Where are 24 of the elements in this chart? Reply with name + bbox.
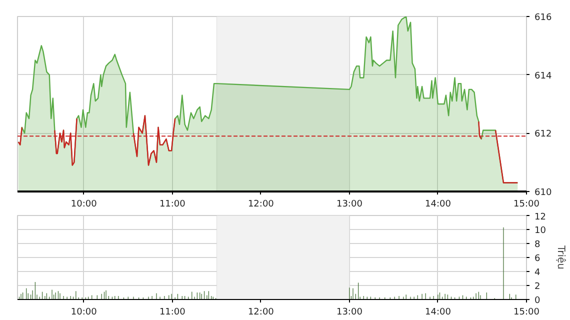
x-tick-label: 12:00: [248, 308, 274, 318]
y-tick-label: 612: [534, 130, 552, 140]
x-tick-label: 13:00: [336, 200, 363, 210]
x-tick-label: 13:00: [336, 308, 363, 318]
x-tick-label: 11:00: [159, 308, 186, 318]
x-tick-label: 15:00: [514, 200, 540, 210]
x-tick-label: 12:00: [248, 200, 274, 210]
x-tick-label: 10:00: [70, 308, 98, 318]
y-tick-label: 8: [534, 240, 540, 250]
x-tick-label: 14:00: [425, 200, 452, 210]
y-tick-label: 614: [534, 71, 552, 82]
y-axis-title: Triệu: [554, 244, 566, 270]
y-tick-label: 616: [534, 13, 552, 23]
y-tick-label: 10: [534, 226, 546, 236]
y-tick-label: 610: [534, 188, 552, 198]
y-tick-label: 2: [534, 282, 540, 292]
x-tick-label: 15:00: [514, 308, 540, 318]
x-tick-label: 14:00: [425, 308, 452, 318]
x-tick-label: 11:00: [159, 200, 186, 210]
y-tick-label: 6: [534, 254, 540, 264]
y-tick-label: 0: [534, 296, 540, 306]
y-tick-label: 12: [534, 212, 546, 222]
y-tick-label: 4: [534, 268, 540, 278]
x-tick-label: 10:00: [70, 200, 98, 210]
